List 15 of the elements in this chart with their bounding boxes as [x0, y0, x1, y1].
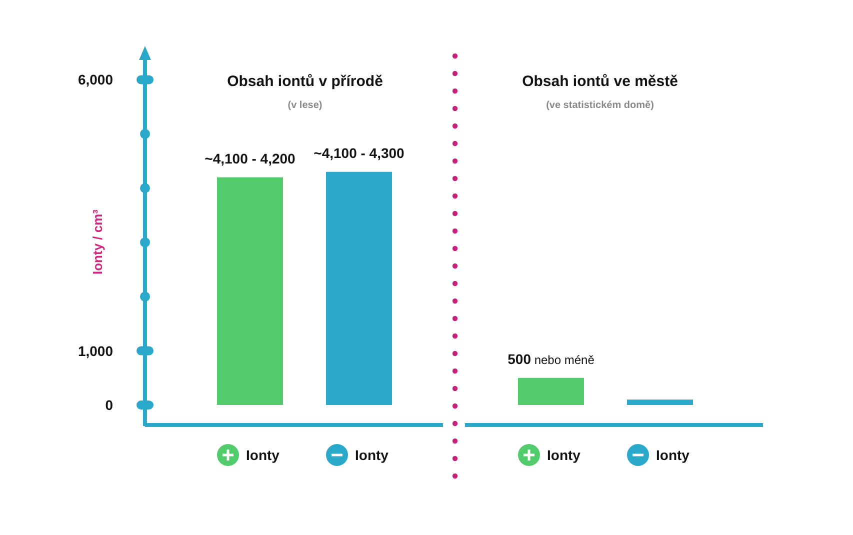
text: Obsah iontů v přírodě	[227, 73, 383, 90]
x-tick-label: Ionty	[355, 447, 389, 463]
x-tick-label: Ionty	[246, 447, 280, 463]
chart-subtitle: (ve statistickém domě)	[546, 100, 654, 111]
y-axis-title: Ionty / cm³	[90, 208, 105, 275]
y-tick-label: 1,000	[78, 342, 114, 359]
data-label: ~4,100 - 4,300	[314, 144, 405, 161]
y-tick-label: 0	[105, 397, 114, 413]
y-tick-label: 6,000	[78, 72, 114, 88]
chart-title: Obsah iontů ve městě	[522, 73, 678, 90]
data-label: ~4,100 - 4,200	[204, 150, 296, 166]
x-tick-label: Ionty	[656, 447, 690, 463]
text: (v lese)	[288, 100, 322, 111]
data-label: 500 nebo méně	[508, 350, 595, 367]
x-tick-label: Ionty	[547, 447, 581, 463]
